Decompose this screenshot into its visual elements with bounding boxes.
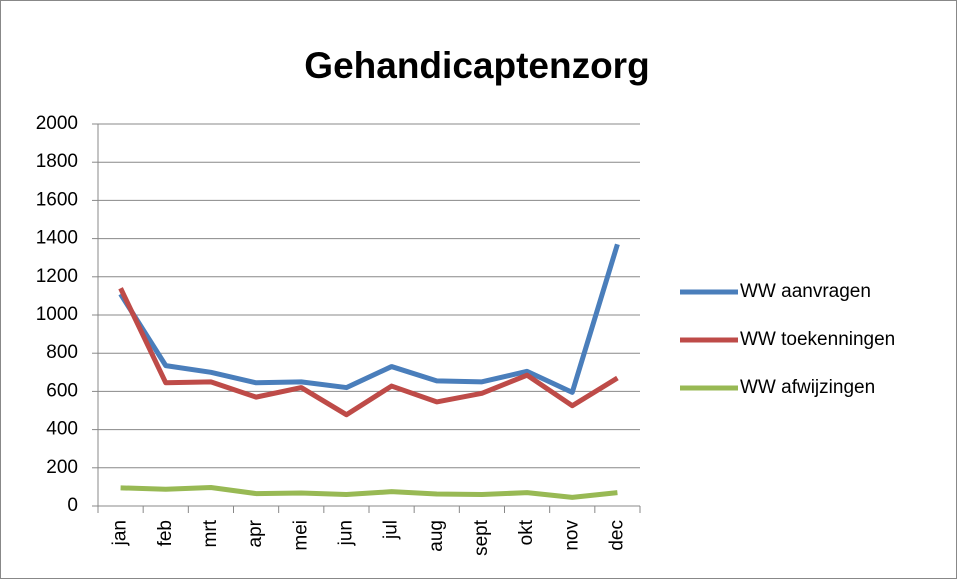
y-tick-label: 1200 <box>36 266 78 287</box>
y-tick-label: 1800 <box>36 151 78 172</box>
legend-label: WW toekenningen <box>740 329 895 350</box>
x-tick-label: sept <box>471 519 492 556</box>
series-line <box>120 484 618 500</box>
y-tick-label: 400 <box>46 419 78 440</box>
x-tick-label: apr <box>245 519 266 547</box>
y-tick-label: 200 <box>46 457 78 478</box>
x-tick-label: aug <box>426 520 447 552</box>
legend-label: WW afwijzingen <box>740 377 875 398</box>
y-tick-label: 2000 <box>36 113 78 134</box>
x-tick-label: okt <box>516 519 537 545</box>
legend-label: WW aanvragen <box>740 281 871 302</box>
x-tick-label: mei <box>290 520 311 551</box>
y-tick-label: 1400 <box>36 228 78 249</box>
y-tick-label: 800 <box>46 342 78 363</box>
chart-title: Gehandicaptenzorg <box>304 45 649 86</box>
x-tick-label: jan <box>110 520 131 546</box>
y-tick-label: 1000 <box>36 304 78 325</box>
x-tick-label: mrt <box>200 519 221 547</box>
x-tick-label: nov <box>561 520 582 551</box>
x-tick-label: jul <box>381 520 402 540</box>
y-tick-label: 600 <box>46 380 78 401</box>
x-tick-label: jun <box>335 520 356 546</box>
y-tick-label: 0 <box>67 495 78 516</box>
series-line <box>118 243 620 395</box>
y-tick-label: 1600 <box>36 189 78 210</box>
series-line <box>118 287 619 418</box>
x-tick-label: dec <box>606 520 627 551</box>
x-tick-label: feb <box>155 520 176 546</box>
